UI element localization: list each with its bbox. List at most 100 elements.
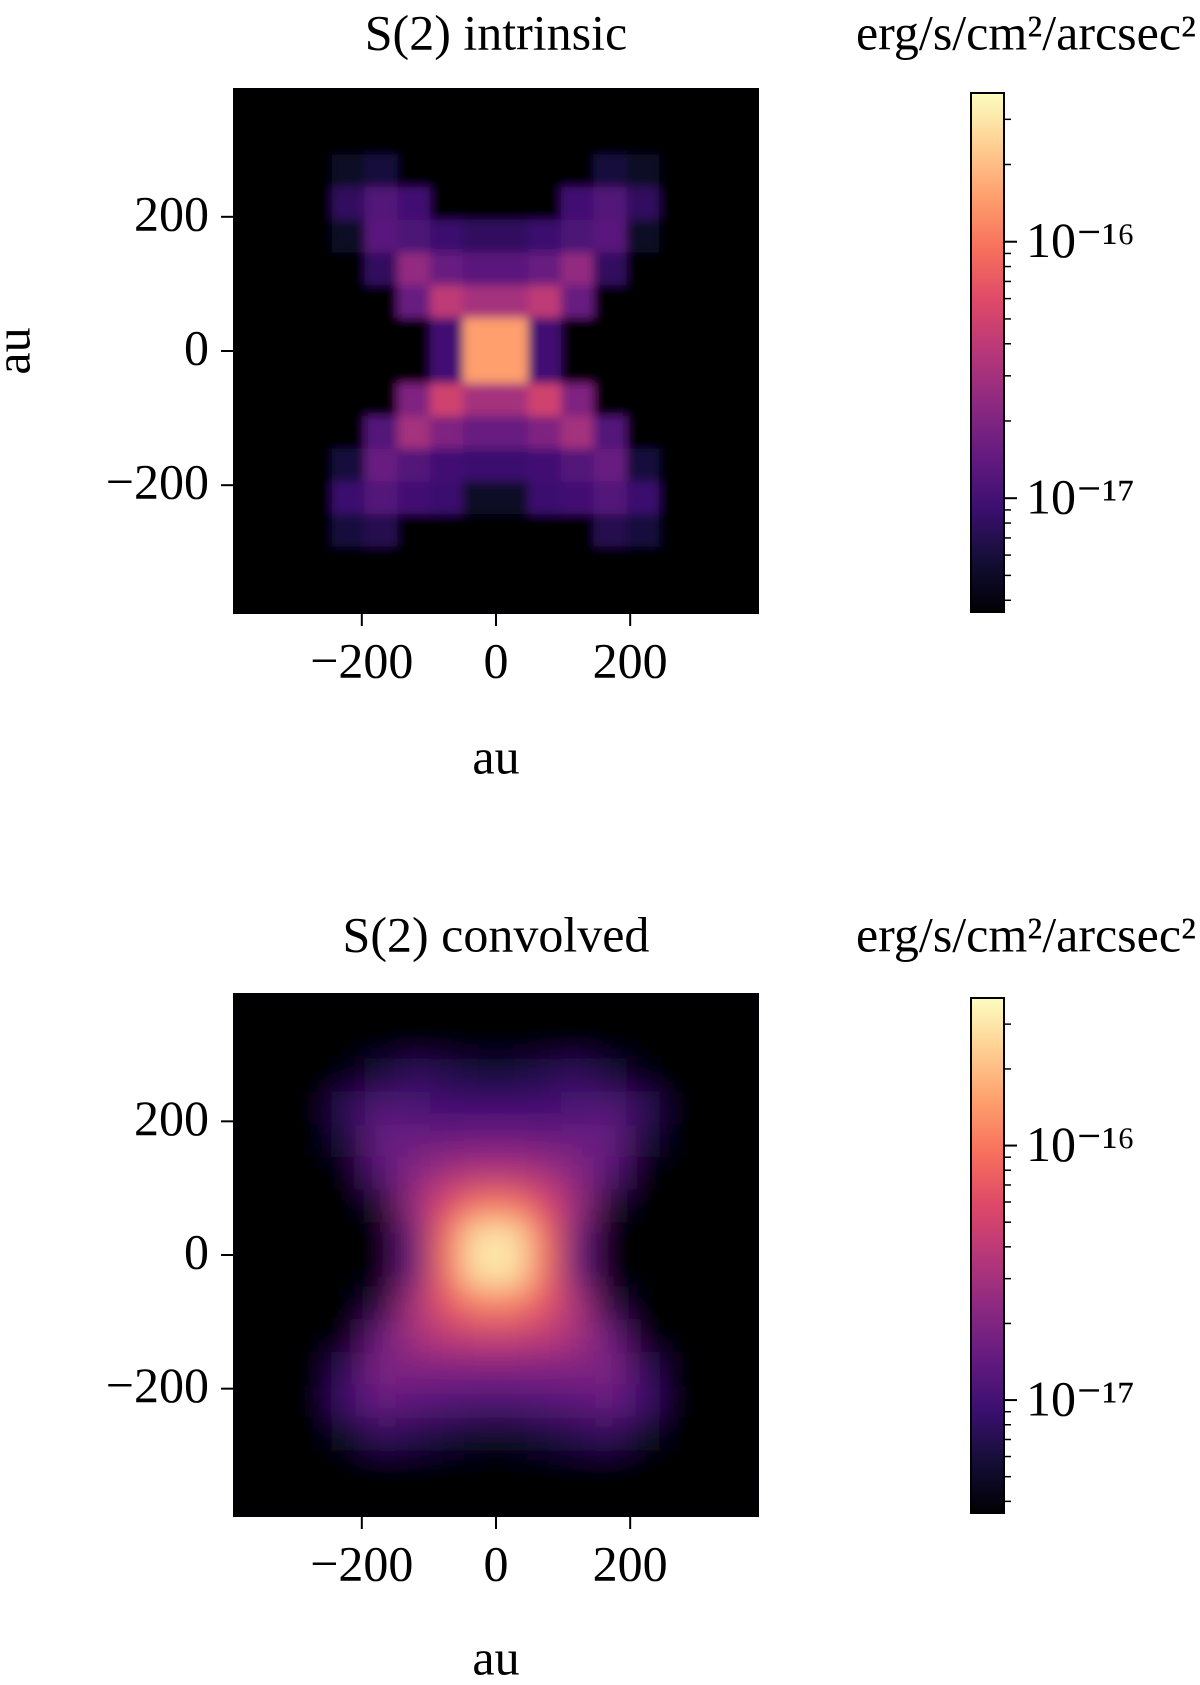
- heatmap-cell: [266, 121, 301, 156]
- heatmap-cell: [659, 1449, 693, 1484]
- heatmap-cell: [626, 186, 661, 221]
- heatmap-cell: [397, 383, 432, 417]
- heatmap-cell: [560, 285, 595, 319]
- heatmap-cell: [233, 415, 268, 450]
- heatmap-cell: [266, 1352, 301, 1386]
- heatmap-cell: [266, 154, 301, 188]
- heatmap-cell: [266, 1091, 301, 1126]
- heatmap-cell: [462, 1352, 497, 1386]
- heatmap-cell: [430, 448, 464, 483]
- heatmap-cell: [495, 1221, 530, 1256]
- heatmap-cell: [691, 1091, 726, 1126]
- heatmap-cell: [593, 1384, 628, 1419]
- heatmap-cell: [724, 1059, 759, 1093]
- heatmap-cell: [724, 383, 759, 417]
- colorbar-tick-label: 10⁻¹⁶: [1026, 1116, 1135, 1172]
- colorbar-label: erg/s/cm²/arcsec²: [856, 906, 1196, 962]
- heatmap-cell: [626, 1026, 661, 1061]
- heatmap-cell: [233, 1026, 268, 1061]
- heatmap-cell: [462, 993, 497, 1028]
- heatmap-cell: [266, 579, 301, 614]
- heatmap-cell: [659, 579, 693, 614]
- heatmap-cell: [364, 481, 399, 516]
- heatmap-cell: [626, 579, 661, 614]
- heatmap-cell: [724, 1189, 759, 1223]
- colorbar-tick-label: 10⁻¹⁶: [1026, 212, 1135, 268]
- heatmap-cell: [397, 1254, 432, 1289]
- heatmap-cell: [593, 88, 628, 123]
- heatmap-cell: [462, 1482, 497, 1517]
- heatmap-cell: [462, 252, 497, 287]
- heatmap-cell: [528, 1449, 562, 1484]
- heatmap-cell: [659, 1352, 693, 1386]
- heatmap-cell: [528, 383, 562, 417]
- heatmap-cell: [691, 1254, 726, 1289]
- heatmap-cell: [266, 1319, 301, 1354]
- heatmap-cell: [233, 219, 268, 254]
- heatmap-cell: [593, 1091, 628, 1126]
- heatmap-cell: [397, 1449, 432, 1484]
- heatmap-cell: [266, 1417, 301, 1451]
- heatmap-cell: [397, 350, 432, 385]
- heatmap-cell: [266, 546, 301, 581]
- heatmap-cell: [299, 350, 333, 385]
- heatmap-cell: [659, 317, 693, 352]
- heatmap-cell: [560, 1091, 595, 1126]
- heatmap-cell: [495, 514, 530, 548]
- heatmap-cell: [593, 448, 628, 483]
- heatmap-cell: [495, 1026, 530, 1061]
- heatmap-cell: [430, 1319, 464, 1354]
- heatmap-cell: [626, 285, 661, 319]
- heatmap-cell: [397, 88, 432, 123]
- heatmap-cell: [462, 448, 497, 483]
- heatmap-cell: [462, 154, 497, 188]
- heatmap-cell: [593, 1482, 628, 1517]
- heatmap-cell: [724, 1417, 759, 1451]
- heatmap-cell: [299, 415, 333, 450]
- heatmap-cell: [495, 1124, 530, 1158]
- heatmap-cell: [430, 1449, 464, 1484]
- heatmap-cell: [364, 383, 399, 417]
- heatmap-cell: [299, 1124, 333, 1158]
- heatmap-cell: [724, 993, 759, 1028]
- heatmap-cell: [430, 383, 464, 417]
- heatmap-cell: [266, 1287, 301, 1321]
- heatmap-cell: [560, 1319, 595, 1354]
- heatmap-cell: [299, 1482, 333, 1517]
- heatmap-cell: [266, 350, 301, 385]
- heatmap-cell: [495, 88, 530, 123]
- heatmap-cell: [430, 1091, 464, 1126]
- heatmap-cell: [495, 1417, 530, 1451]
- heatmap-cell: [528, 88, 562, 123]
- heatmap-cell: [560, 219, 595, 254]
- heatmap-cell: [331, 1287, 366, 1321]
- heatmap-cell: [331, 1384, 366, 1419]
- heatmap-cell: [528, 1287, 562, 1321]
- heatmap-cell: [266, 514, 301, 548]
- heatmap-cell: [299, 448, 333, 483]
- heatmap-cell: [266, 415, 301, 450]
- heatmap-cell: [724, 350, 759, 385]
- heatmap-cell: [462, 88, 497, 123]
- heatmap-cell: [691, 993, 726, 1028]
- heatmap-cell: [299, 1384, 333, 1419]
- heatmap-cell: [462, 1254, 497, 1289]
- heatmap-cell: [462, 317, 497, 352]
- heatmap-cell: [495, 993, 530, 1028]
- heatmap-cell: [462, 1124, 497, 1158]
- heatmap-cell: [724, 546, 759, 581]
- heatmap-cell: [626, 1091, 661, 1126]
- heatmap-cell: [233, 1319, 268, 1354]
- heatmap-cell: [331, 1482, 366, 1517]
- heatmap-cell: [397, 1417, 432, 1451]
- heatmap-cell: [495, 1091, 530, 1126]
- heatmap-cell: [626, 252, 661, 287]
- heatmap-cell: [266, 1059, 301, 1093]
- heatmap-cell: [659, 252, 693, 287]
- heatmap-cell: [528, 993, 562, 1028]
- heatmap-cell: [724, 219, 759, 254]
- heatmap-cell: [430, 1482, 464, 1517]
- heatmap-cell: [528, 219, 562, 254]
- heatmap-cell: [528, 1221, 562, 1256]
- heatmap-cell: [593, 481, 628, 516]
